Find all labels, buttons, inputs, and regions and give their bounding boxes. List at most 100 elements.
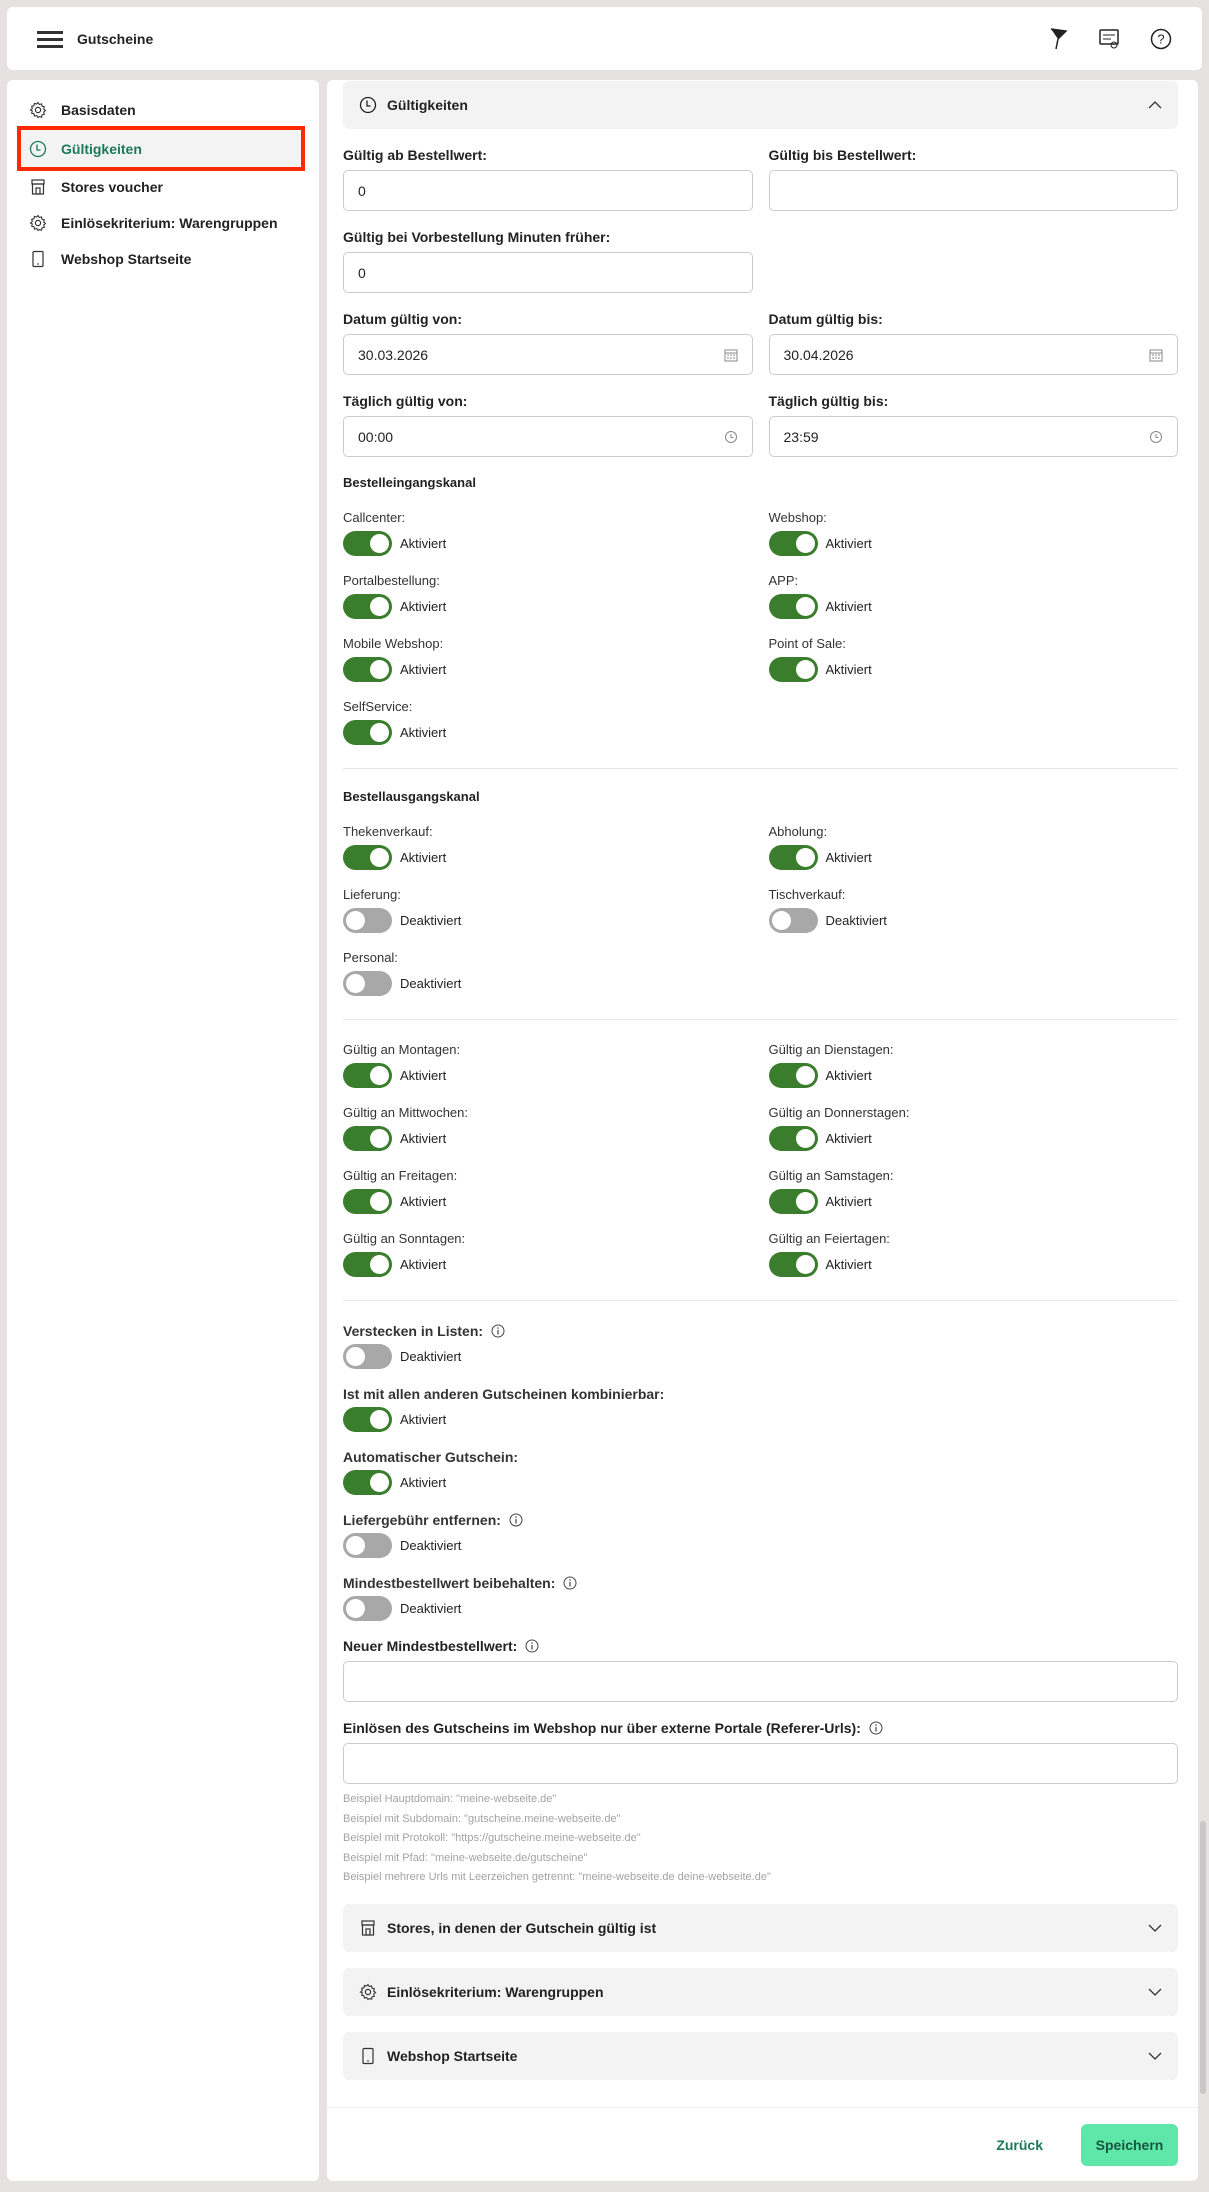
sidebar-item[interactable]: Einlösekriterium: Warengruppen [7, 205, 319, 241]
toggle-switch[interactable] [343, 971, 392, 996]
date-from-input[interactable]: 30.03.2026 [343, 334, 753, 375]
toggle-switch[interactable] [768, 594, 818, 619]
toggle-label-text: Abholung: [768, 824, 828, 839]
toggle-switch[interactable] [343, 1407, 392, 1432]
toggle-label: Ist mit allen anderen Gutscheinen kombin… [343, 1384, 1178, 1404]
phone-icon [359, 2047, 377, 2065]
date-from-label: Datum gültig von: [343, 311, 462, 327]
toggle-label-text: Gültig an Mittwochen: [343, 1105, 469, 1120]
toggle-switch[interactable] [343, 1126, 392, 1151]
toggle-status: Aktiviert [825, 1131, 872, 1146]
toggle-label-text: Gültig an Freitagen: [343, 1168, 458, 1183]
toggle-switch[interactable] [768, 1126, 818, 1151]
toggle-field: Gültig an Freitagen: Aktiviert [343, 1166, 753, 1229]
toggle-status: Deaktiviert [400, 913, 462, 928]
toggle-label-text: Automatischer Gutschein: [343, 1449, 519, 1465]
new-min-order-input[interactable] [343, 1661, 1178, 1702]
toggle-switch[interactable] [768, 845, 818, 870]
clock-small-icon[interactable] [1149, 430, 1163, 444]
accordion-header[interactable]: Einlösekriterium: Warengruppen [343, 1967, 1178, 2016]
toggle-switch[interactable] [768, 908, 818, 933]
toggle-switch[interactable] [768, 1063, 818, 1088]
info-icon[interactable] [509, 1513, 523, 1527]
toggle-switch[interactable] [343, 594, 392, 619]
date-to-input[interactable]: 30.04.2026 [768, 334, 1178, 375]
clock-small-icon[interactable] [724, 430, 738, 444]
toggle-label-text: Personal: [343, 950, 398, 965]
toggle-label-text: Gültig an Samstagen: [768, 1168, 894, 1183]
toggle-switch[interactable] [343, 1189, 392, 1214]
accordion-header[interactable]: Stores, in denen der Gutschein gültig is… [343, 1903, 1178, 1952]
calendar-icon[interactable] [1149, 348, 1163, 362]
toggle-row: Aktiviert [768, 1063, 1179, 1088]
info-icon[interactable] [491, 1324, 505, 1338]
toggle-switch[interactable] [343, 1470, 392, 1495]
chevron-up-icon[interactable] [1148, 100, 1162, 110]
toggle-switch[interactable] [343, 845, 392, 870]
toggle-label-text: Webshop: [768, 510, 827, 525]
toggle-switch[interactable] [343, 1596, 392, 1621]
toggle-status: Aktiviert [825, 599, 872, 614]
sidebar-item[interactable]: Basisdaten [7, 92, 319, 128]
save-button[interactable]: Speichern [1081, 2123, 1178, 2166]
hint-text: Beispiel mit Pfad: "meine-webseite.de/gu… [343, 1851, 588, 1864]
toggle-row: Deaktiviert [768, 908, 1179, 933]
toggle-row: Aktiviert [343, 1252, 753, 1277]
toggle-row: Aktiviert [343, 531, 753, 556]
referer-input[interactable] [343, 1743, 1178, 1784]
daily-to-input[interactable]: 23:59 [768, 416, 1178, 457]
toggle-switch[interactable] [768, 531, 818, 556]
date-from-field: Datum gültig von: 30.03.2026 [343, 309, 753, 375]
certificate-icon[interactable] [1098, 28, 1120, 50]
toggle-switch[interactable] [343, 1252, 392, 1277]
calendar-icon[interactable] [724, 348, 738, 362]
toggle-switch[interactable] [343, 1533, 392, 1558]
sidebar-item-label: Stores voucher [61, 179, 163, 195]
sidebar-item[interactable]: Webshop Startseite [7, 241, 319, 277]
info-icon[interactable] [869, 1721, 883, 1735]
toggle-switch[interactable] [768, 1252, 818, 1277]
toggle-status: Aktiviert [400, 1412, 447, 1427]
accordion-header[interactable]: Webshop Startseite [343, 2031, 1178, 2080]
min-order-to-input[interactable] [768, 170, 1178, 211]
toggle-field: Callcenter: Aktiviert [343, 508, 753, 571]
daily-from-label: Täglich gültig von: [343, 393, 468, 409]
toggle-row: Aktiviert [768, 1126, 1179, 1151]
accordion-title: Stores, in denen der Gutschein gültig is… [387, 1919, 657, 1936]
toggle-switch[interactable] [768, 657, 818, 682]
sidebar-item[interactable]: Stores voucher [7, 169, 319, 205]
toggle-switch[interactable] [343, 1063, 392, 1088]
preorder-input[interactable]: 0 [343, 252, 753, 293]
back-button[interactable]: Zurück [996, 2136, 1043, 2153]
toggle-switch[interactable] [343, 531, 392, 556]
section-header-gueltigkeiten[interactable]: Gültigkeiten [343, 81, 1178, 129]
daily-from-input[interactable]: 00:00 [343, 416, 753, 457]
min-order-from-input[interactable]: 0 [343, 170, 753, 211]
date-to-label: Datum gültig bis: [768, 311, 883, 327]
toggle-row: Deaktiviert [343, 1533, 1178, 1558]
toggle-status: Aktiviert [400, 599, 447, 614]
toggle-switch[interactable] [343, 657, 392, 682]
toggle-switch[interactable] [343, 720, 392, 745]
menu-icon[interactable] [37, 29, 63, 49]
info-icon[interactable] [563, 1576, 577, 1590]
new-min-order-field: Neuer Mindestbestellwert: [343, 1636, 1178, 1702]
toggle-status: Deaktiviert [400, 1538, 462, 1553]
divider [343, 1300, 1178, 1301]
sidebar-item[interactable]: Gültigkeiten [17, 126, 305, 171]
scrollbar[interactable] [1200, 1821, 1206, 2094]
toggle-field: Gültig an Montagen: Aktiviert [343, 1040, 753, 1103]
help-icon[interactable]: ? [1150, 28, 1172, 50]
toggle-switch[interactable] [768, 1189, 818, 1214]
info-icon[interactable] [525, 1639, 539, 1653]
chevron-down-icon[interactable] [1148, 1987, 1162, 1997]
toggle-switch[interactable] [343, 1344, 392, 1369]
clock-icon [29, 140, 47, 158]
section-title: Gültigkeiten [387, 97, 468, 113]
incoming-channel-heading: Bestelleingangskanal [343, 475, 476, 490]
chevron-down-icon[interactable] [1148, 2051, 1162, 2061]
toggle-switch[interactable] [343, 908, 392, 933]
chevron-down-icon[interactable] [1148, 1923, 1162, 1933]
toggle-status: Aktiviert [825, 662, 872, 677]
flag-icon[interactable] [1048, 27, 1068, 51]
